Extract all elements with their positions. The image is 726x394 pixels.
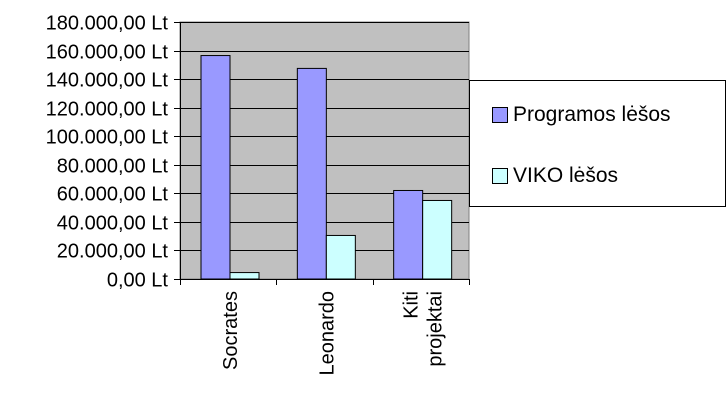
bar-programos-2 bbox=[393, 189, 424, 280]
y-tick-label: 0,00 Lt bbox=[107, 270, 169, 292]
y-tick-label: 100.000,00 Lt bbox=[46, 127, 169, 149]
y-tick-label: 60.000,00 Lt bbox=[57, 184, 169, 206]
bar-programos-1 bbox=[296, 67, 327, 280]
x-tick-label: Kiti bbox=[401, 291, 423, 319]
bar-programos-0 bbox=[200, 55, 231, 280]
y-tick-label: 80.000,00 Lt bbox=[57, 156, 169, 178]
legend-label-viko: VIKO lėšos bbox=[513, 164, 619, 187]
y-tick-label: 120.000,00 Lt bbox=[46, 99, 169, 121]
y-tick-label: 160.000,00 Lt bbox=[46, 42, 169, 64]
y-tick-label: 140.000,00 Lt bbox=[46, 70, 169, 92]
legend-label-programos: Programos lėšos bbox=[513, 103, 671, 126]
legend: Programos lėšos VIKO lėšos bbox=[469, 80, 726, 207]
x-tick-label: projektai bbox=[425, 291, 447, 367]
bar-viko-0 bbox=[229, 272, 260, 280]
legend-item-viko: VIKO lėšos bbox=[492, 164, 618, 188]
x-tick-label: Socrates bbox=[220, 291, 242, 370]
y-tick-label: 20.000,00 Lt bbox=[57, 241, 169, 263]
legend-swatch-viko bbox=[492, 168, 508, 184]
y-tick-label: 40.000,00 Lt bbox=[57, 213, 169, 235]
legend-swatch-programos bbox=[492, 107, 508, 123]
y-tick-label: 180.000,00 Lt bbox=[46, 13, 169, 35]
bar-viko-1 bbox=[325, 234, 356, 280]
x-tick-label: Leonardo bbox=[316, 291, 338, 376]
legend-item-programos: Programos lėšos bbox=[492, 103, 671, 127]
bar-viko-2 bbox=[422, 199, 453, 280]
